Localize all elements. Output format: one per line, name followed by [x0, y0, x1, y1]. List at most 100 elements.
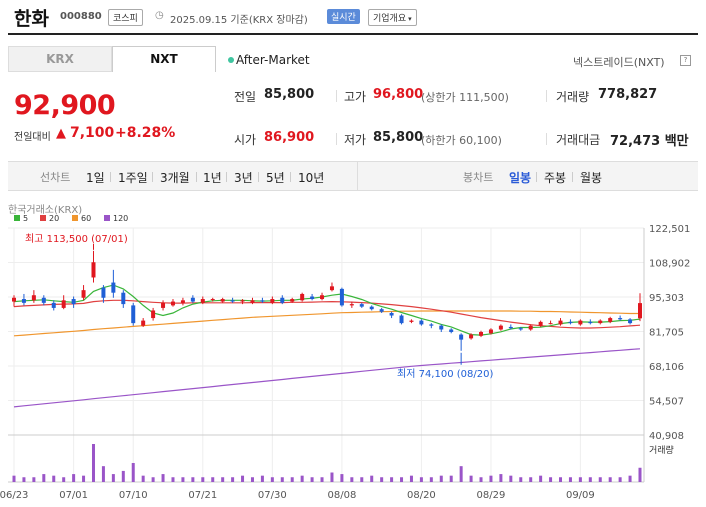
legend-label: 5 [23, 214, 28, 223]
period-5y[interactable]: 5년 [266, 171, 285, 185]
open-value: 86,900 [264, 130, 315, 145]
volume-bar [91, 444, 95, 482]
stock-code: 000880 [60, 11, 102, 22]
volume-bar [300, 475, 304, 482]
candle-weekly[interactable]: 주봉 [544, 171, 567, 185]
candle-body [220, 299, 225, 302]
volume-bar [618, 477, 622, 482]
candle-body [290, 299, 295, 302]
volume-bar [340, 474, 344, 482]
candle-body [240, 300, 245, 302]
candle-body [528, 325, 533, 330]
volume-bar [588, 477, 592, 482]
volume-bar [72, 474, 76, 482]
candlestick-chart[interactable]: 한국거래소(KRX)5 20 60 120 122,501 108,902 95,303 81… [0, 200, 706, 507]
low-value: 85,800 [373, 130, 424, 145]
volume-bar [211, 477, 215, 482]
change-value: 7,100 [70, 125, 115, 141]
market-badge: 코스피 [108, 9, 143, 26]
y-tick-label: 108,902 [649, 259, 690, 270]
change-label: 전일대비 [14, 132, 51, 143]
volume-bar [469, 475, 473, 482]
tab-nxt[interactable]: NXT [112, 46, 216, 72]
period-1w[interactable]: 1주일 [118, 171, 148, 185]
y-tick-label: 122,501 [649, 224, 690, 235]
candle-body [349, 304, 354, 306]
volume-bar [320, 477, 324, 482]
candle-body [101, 287, 106, 298]
candle-body [568, 321, 573, 324]
volume-bar [459, 466, 463, 482]
x-tick-label: 07/21 [188, 490, 217, 501]
x-tick-label: 07/10 [119, 490, 148, 501]
candle-body [121, 292, 126, 305]
volume-bar [598, 477, 602, 482]
current-price: 92,900 [14, 90, 116, 121]
period-3y[interactable]: 3년 [234, 171, 253, 185]
candle-body [51, 302, 56, 308]
tab-krx[interactable]: KRX [8, 46, 112, 72]
volume-bar [280, 477, 284, 482]
legend-label: 120 [113, 214, 128, 223]
volume-bar [429, 477, 433, 482]
candle-body [280, 297, 285, 303]
y-tick-label: 68,106 [649, 362, 684, 373]
volume-label: 거래량 [556, 90, 590, 104]
volume-bar [12, 475, 16, 482]
period-divider [152, 172, 153, 182]
volume-bar [131, 463, 135, 482]
low-label: 저가 [344, 133, 367, 147]
candle-body [41, 297, 46, 303]
period-1y[interactable]: 1년 [203, 171, 222, 185]
high-value: 96,800 [373, 87, 424, 102]
x-tick-label: 07/30 [258, 490, 287, 501]
x-tick-label: 08/20 [407, 490, 436, 501]
candle-body [578, 320, 583, 325]
x-tick-label: 06/23 [0, 490, 28, 501]
volume-bar [608, 477, 612, 482]
candle-body [508, 326, 513, 329]
volume-bar [42, 474, 46, 482]
volume-bar [32, 477, 36, 482]
volume-bar [578, 477, 582, 482]
volume-bar [82, 475, 86, 482]
period-1d[interactable]: 1일 [86, 171, 105, 185]
change-percent: +8.28% [115, 125, 176, 141]
volume-bar [419, 477, 423, 482]
legend-label: 60 [81, 214, 91, 223]
candle-daily[interactable]: 일봉 [509, 171, 532, 185]
volume-bar [390, 477, 394, 482]
candle-body [81, 290, 86, 298]
volume-bar [628, 475, 632, 482]
candle-body [61, 300, 66, 308]
company-overview-dropdown[interactable]: 기업개요 ▾ [368, 9, 417, 26]
legend-swatch [14, 215, 20, 221]
volume-bar [489, 475, 493, 482]
candle-monthly[interactable]: 월봉 [580, 171, 603, 185]
candle-chart-label: 봉차트 [463, 171, 494, 184]
volume-bar [529, 477, 533, 482]
candle-body [618, 318, 623, 320]
ma20-line [13, 299, 641, 329]
period-3m[interactable]: 3개월 [160, 171, 190, 185]
candle-body [31, 295, 36, 301]
help-icon[interactable]: ? [680, 55, 691, 66]
volume-bar [290, 477, 294, 482]
period-10y[interactable]: 10년 [298, 171, 325, 185]
realtime-button[interactable]: 실시간 [327, 9, 360, 24]
candle-body [459, 334, 464, 340]
volume-bar [201, 477, 205, 482]
volume-bar [539, 475, 543, 482]
candle-body [161, 302, 166, 308]
candle-body [329, 286, 334, 291]
volume-bar [360, 477, 364, 482]
volume-bar [439, 475, 443, 482]
period-divider [110, 172, 111, 182]
x-tick-label: 08/29 [477, 490, 506, 501]
open-label: 시가 [234, 133, 257, 147]
toolbar-divider [357, 162, 358, 190]
candle-body [310, 296, 315, 300]
y-tick-label: 40,908 [649, 431, 684, 442]
company-overview-label: 기업개요 [373, 14, 407, 24]
period-divider [290, 172, 291, 182]
